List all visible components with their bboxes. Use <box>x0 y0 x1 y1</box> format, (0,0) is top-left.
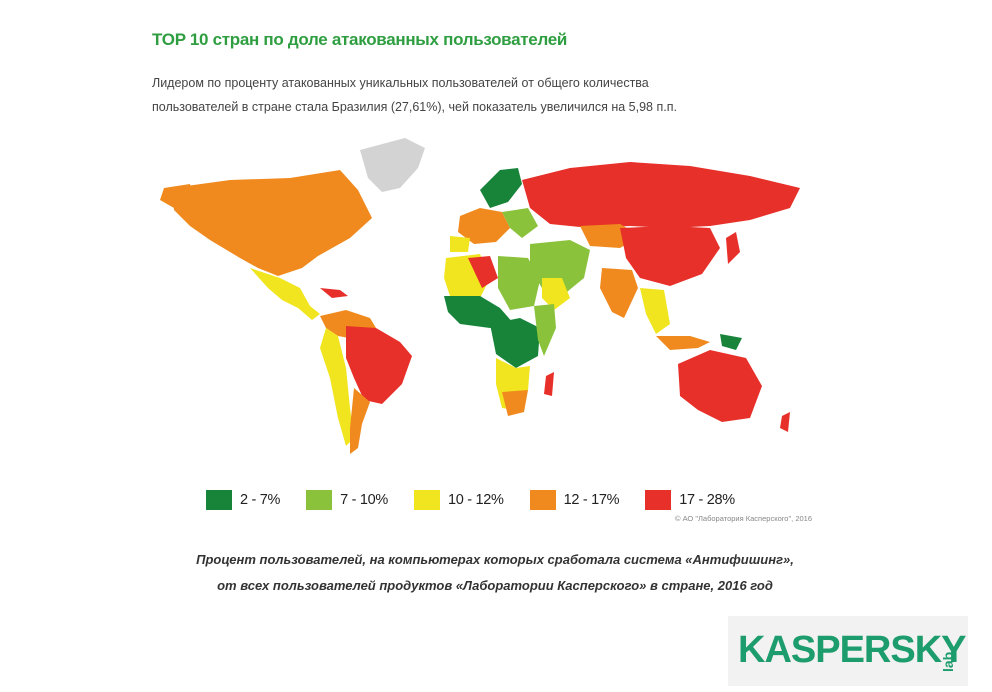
lead-text-line-1: Лидером по проценту атакованных уникальн… <box>152 76 649 90</box>
logo-lab-suffix: lab <box>940 651 956 672</box>
legend-swatch <box>206 490 232 510</box>
legend-label: 10 - 12% <box>447 492 504 508</box>
region-madagascar <box>544 372 554 396</box>
region-iberia <box>450 236 470 252</box>
legend-item: 7 - 10% <box>306 490 388 510</box>
page-title: TOP 10 стран по доле атакованных пользов… <box>152 30 568 49</box>
caption-line-1: Процент пользователей, на компьютерах ко… <box>196 552 794 567</box>
region-arabia <box>542 278 570 310</box>
region-africa-central <box>490 318 540 368</box>
caption-line-2: от всех пользователей продуктов «Лаборат… <box>217 578 773 593</box>
region-europe-west <box>458 208 510 244</box>
legend-swatch <box>529 490 556 510</box>
legend-swatch <box>645 490 672 510</box>
legend-label: 2 - 7% <box>240 492 281 508</box>
legend-label: 17 - 28% <box>679 492 735 508</box>
region-se-asia <box>640 288 670 334</box>
region-north-america <box>172 170 372 276</box>
region-brazil <box>346 326 412 404</box>
copyright-note: © АО "Лаборатория Касперского", 2016 <box>674 514 812 523</box>
legend-swatch <box>413 490 440 510</box>
region-central-america <box>250 268 320 320</box>
region-south-africa <box>502 390 528 416</box>
region-africa-west <box>444 296 514 328</box>
region-scandinavia <box>480 168 522 208</box>
region-greenland <box>360 138 425 192</box>
legend-swatch <box>306 490 333 510</box>
region-europe-east <box>502 208 538 238</box>
legend-label: 7 - 10% <box>340 492 388 508</box>
region-sa-west <box>320 328 354 446</box>
region-russia <box>522 162 800 228</box>
region-australia <box>678 350 762 422</box>
kaspersky-logo: KASPERSKY lab <box>728 616 968 686</box>
region-japan <box>726 232 740 264</box>
region-algeria <box>468 256 498 288</box>
region-alaska <box>160 184 194 208</box>
region-india <box>600 268 638 318</box>
region-southern-cone <box>350 388 370 454</box>
legend-item: 2 - 7% <box>206 490 280 510</box>
region-new-zealand <box>780 412 790 432</box>
region-caribbean <box>320 288 348 298</box>
world-choropleth-map <box>160 138 800 454</box>
legend-item: 17 - 28% <box>645 490 735 510</box>
region-indonesia <box>656 336 710 350</box>
region-china <box>620 226 720 286</box>
region-new-guinea <box>720 334 742 350</box>
legend-item: 12 - 17% <box>529 490 620 510</box>
region-africa-ne <box>498 256 540 310</box>
legend-label: 12 - 17% <box>563 492 620 508</box>
lead-text-line-2: пользователей в стране стала Бразилия (2… <box>152 100 677 114</box>
legend-item: 10 - 12% <box>413 490 504 510</box>
map-legend: 2 - 7% 7 - 10% 10 - 12% 12 - 17% 17 - 28… <box>206 488 761 512</box>
region-africa-east <box>534 304 556 356</box>
logo-wordmark: KASPERSKY <box>738 629 966 671</box>
